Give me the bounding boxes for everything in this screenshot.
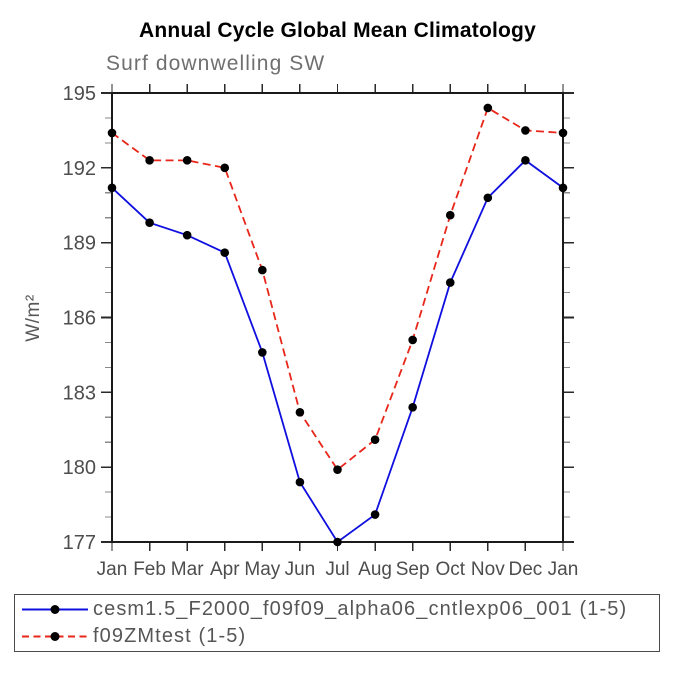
data-point-marker bbox=[558, 128, 568, 138]
data-point-marker bbox=[295, 407, 305, 417]
data-point-marker bbox=[220, 163, 230, 173]
x-tick-label: Aug bbox=[358, 559, 392, 580]
y-tick-label: 189 bbox=[63, 233, 96, 255]
x-tick-label: Jun bbox=[285, 559, 316, 580]
y-tick-label: 183 bbox=[63, 382, 96, 404]
data-point-marker bbox=[258, 348, 267, 357]
legend-dashed-line-sample bbox=[22, 631, 88, 641]
legend-item-cesm: cesm1.5_F2000_f09f09_alpha06_cntlexp06_0… bbox=[21, 597, 655, 623]
data-point-marker bbox=[107, 128, 117, 138]
series-line-1 bbox=[111, 106, 564, 471]
x-tick-label: Oct bbox=[435, 559, 465, 580]
data-point-marker bbox=[483, 193, 493, 203]
y-tick-label: 186 bbox=[63, 308, 96, 330]
y-tick-label: 192 bbox=[63, 158, 96, 180]
data-point-marker bbox=[445, 278, 455, 287]
data-point-marker bbox=[483, 103, 493, 113]
data-point-marker bbox=[295, 477, 305, 487]
x-tick-label: Feb bbox=[133, 559, 166, 580]
x-tick-label: Apr bbox=[210, 559, 240, 580]
legend-marker-dot bbox=[50, 631, 60, 641]
chart-subtitle: Surf downwelling SW bbox=[106, 52, 326, 75]
data-point-marker bbox=[521, 126, 530, 135]
data-point-marker bbox=[145, 156, 154, 165]
x-tick-label: May bbox=[244, 559, 280, 580]
x-tick-label: Mar bbox=[171, 559, 204, 580]
data-point-marker bbox=[370, 435, 380, 445]
data-point-marker bbox=[258, 265, 267, 275]
data-point-marker bbox=[107, 183, 117, 193]
data-point-marker bbox=[558, 183, 568, 193]
x-tick-label: Jul bbox=[325, 559, 349, 580]
x-tick-label: Dec bbox=[509, 559, 543, 580]
data-point-marker bbox=[333, 537, 342, 547]
series-line-0 bbox=[111, 159, 564, 544]
x-tick-label: Jan bbox=[548, 559, 579, 580]
x-tick-label: Sep bbox=[396, 559, 430, 580]
data-point-marker bbox=[408, 403, 417, 412]
data-point-marker bbox=[220, 248, 230, 257]
data-point-marker bbox=[370, 510, 380, 519]
data-point-marker bbox=[182, 230, 192, 240]
legend-label-f09zmtest: f09ZMtest (1-5) bbox=[93, 624, 247, 647]
x-tick-label: Nov bbox=[471, 559, 505, 580]
data-point-marker bbox=[445, 210, 455, 220]
page-title: Annual Cycle Global Mean Climatology bbox=[139, 19, 536, 42]
data-point-marker bbox=[333, 465, 342, 474]
y-tick-label: 180 bbox=[63, 457, 96, 479]
data-point-marker bbox=[182, 156, 192, 165]
legend-label-cesm: cesm1.5_F2000_f09f09_alpha06_cntlexp06_0… bbox=[93, 598, 628, 621]
x-tick-label: Jan bbox=[97, 559, 128, 580]
legend-solid-line-sample bbox=[22, 605, 88, 615]
legend-marker-dot bbox=[50, 605, 60, 615]
data-point-marker bbox=[145, 218, 154, 228]
legend: cesm1.5_F2000_f09f09_alpha06_cntlexp06_0… bbox=[14, 594, 660, 652]
data-point-marker bbox=[408, 335, 417, 345]
legend-item-f09zmtest: f09ZMtest (1-5) bbox=[21, 623, 655, 649]
y-tick-label: 195 bbox=[63, 83, 96, 105]
y-tick-label: 177 bbox=[63, 532, 96, 554]
data-point-marker bbox=[521, 156, 530, 165]
